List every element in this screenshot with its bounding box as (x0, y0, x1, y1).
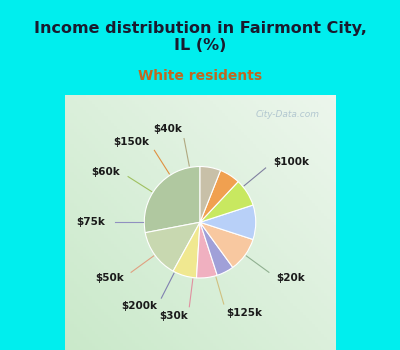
Text: $30k: $30k (160, 311, 188, 321)
Text: $150k: $150k (113, 138, 149, 147)
Text: City-Data.com: City-Data.com (256, 110, 320, 119)
Wedge shape (196, 222, 217, 278)
Wedge shape (200, 170, 238, 222)
Wedge shape (173, 222, 200, 278)
Wedge shape (200, 182, 253, 222)
Text: $40k: $40k (154, 125, 182, 134)
Wedge shape (200, 222, 233, 275)
Text: $200k: $200k (121, 301, 157, 312)
Text: $50k: $50k (95, 273, 124, 283)
Text: $60k: $60k (92, 167, 120, 177)
Wedge shape (144, 167, 200, 233)
Wedge shape (200, 167, 220, 222)
Wedge shape (145, 222, 200, 271)
Text: White residents: White residents (138, 69, 262, 83)
Text: $20k: $20k (276, 273, 305, 283)
Text: $75k: $75k (77, 217, 106, 227)
Text: $125k: $125k (226, 308, 262, 318)
Wedge shape (200, 222, 253, 267)
Text: Income distribution in Fairmont City,
IL (%): Income distribution in Fairmont City, IL… (34, 21, 366, 53)
Wedge shape (200, 205, 256, 239)
Text: $100k: $100k (273, 157, 309, 167)
